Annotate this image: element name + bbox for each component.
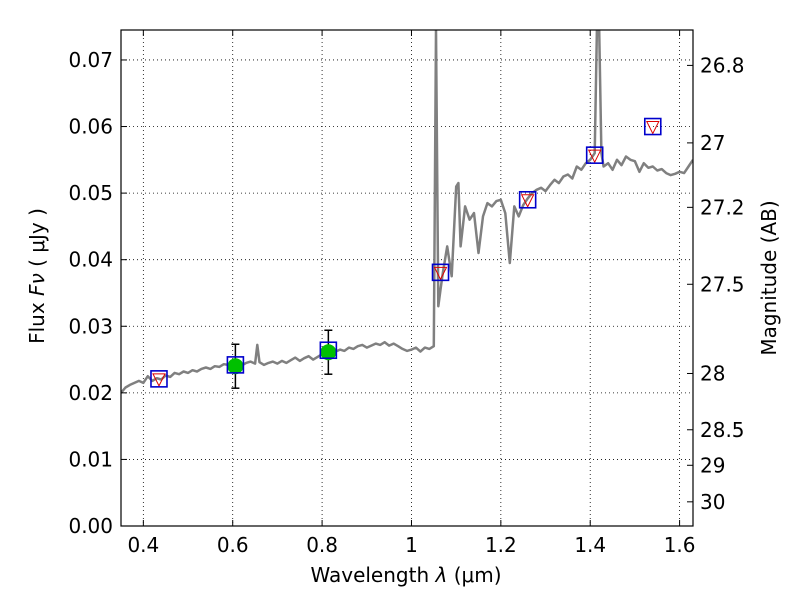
plot-frame — [120, 29, 694, 527]
model-point — [319, 341, 338, 360]
observed-point — [320, 344, 337, 361]
axis-ticks: 0.4 0.6 0.8 1 1.2 1.4 1.6 0.00 0.01 0.02 0.03 0.04 0… — [68, 30, 745, 557]
y2-tick-label: 27 — [700, 131, 725, 155]
y-tick-label: 0.06 — [68, 115, 113, 139]
y-tick-label: 0.05 — [68, 181, 113, 205]
y-tick-label: 0.01 — [68, 447, 113, 471]
y2-tick-label: 27.2 — [700, 195, 745, 219]
model-point — [585, 146, 604, 164]
upper-limit-marker — [433, 266, 448, 281]
y-axis-title: Flux Fν ( μJy ) — [25, 208, 49, 344]
model-point — [518, 190, 537, 209]
y2-axis-title: Magnitude (AB) — [757, 200, 781, 355]
y2-tick-label: 29 — [700, 453, 725, 477]
x-tick-label: 0.8 — [306, 533, 338, 557]
x-axis-title: Wavelength λ (μm) — [310, 563, 501, 587]
y-tick-label: 0.07 — [68, 48, 113, 72]
upper-limit-marker — [645, 121, 660, 135]
model-point — [643, 117, 662, 136]
y2-tick-label: 28.5 — [700, 418, 745, 442]
x-tick-label: 1.6 — [664, 533, 696, 557]
y2-tick-label: 27.5 — [700, 272, 745, 296]
upper-limit-marker — [520, 194, 535, 208]
x-tick-label: 0.6 — [217, 533, 249, 557]
y-tick-label: 0.02 — [68, 381, 113, 405]
plot-area — [121, 30, 693, 526]
y2-tick-label: 26.8 — [700, 53, 745, 77]
model-point — [150, 370, 168, 388]
observed-point — [227, 358, 244, 375]
y2-tick-label: 30 — [700, 490, 725, 514]
x-tick-label: 0.4 — [127, 533, 159, 557]
model-point — [226, 356, 245, 374]
model-point — [431, 263, 450, 282]
sed-line — [121, 30, 693, 394]
upper-limit-marker — [587, 149, 602, 164]
y-tick-label: 0.04 — [68, 248, 113, 272]
y2-tick-label: 28 — [700, 361, 725, 385]
x-tick-label: 1.2 — [485, 533, 517, 557]
plot-content — [121, 30, 693, 394]
y-tick-label: 0.03 — [68, 314, 113, 338]
x-tick-label: 1.4 — [574, 533, 606, 557]
grid — [121, 30, 693, 526]
x-tick-label: 1 — [405, 533, 418, 557]
y-tick-label: 0.00 — [68, 514, 113, 538]
upper-limit-marker — [152, 373, 166, 387]
